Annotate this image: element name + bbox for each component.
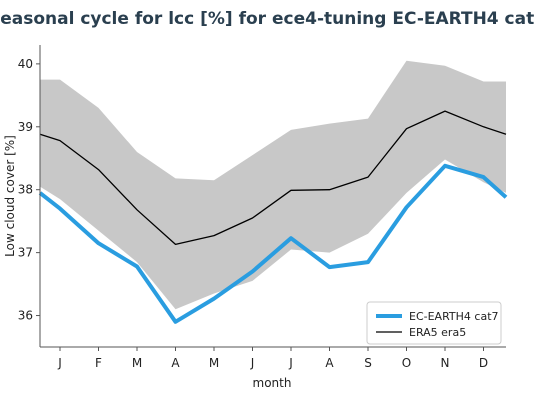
spread-band: [40, 60, 506, 310]
chart-title: Seasonal cycle for lcc [%] for ece4-tuni…: [0, 9, 534, 29]
x-tick-label: A: [325, 356, 334, 370]
y-tick-label: 39: [18, 120, 33, 134]
x-tick-label: A: [171, 356, 180, 370]
plot-area: [38, 60, 508, 324]
y-axis-label: Low cloud cover [%]: [3, 135, 17, 257]
x-tick-label: D: [479, 356, 488, 370]
y-tick-label: 36: [18, 309, 33, 323]
axis-ticks: 36 37 38 39 40 J F M A M J J A S O N D: [18, 57, 488, 370]
y-tick-label: 37: [18, 246, 33, 260]
legend-label-era5: ERA5 era5: [409, 326, 466, 339]
x-tick-label: M: [132, 356, 142, 370]
x-tick-label: J: [250, 356, 255, 370]
x-tick-label: F: [95, 356, 102, 370]
legend: EC-EARTH4 cat7 ERA5 era5: [366, 301, 502, 345]
x-tick-label: S: [364, 356, 372, 370]
series-line-era5: [39, 110, 507, 246]
legend-label-ec-earth4: EC-EARTH4 cat7: [409, 310, 499, 323]
x-tick-label: O: [402, 356, 411, 370]
x-tick-label: M: [209, 356, 219, 370]
x-tick-label: N: [441, 356, 450, 370]
x-axis-label: month: [253, 376, 292, 390]
y-tick-label: 38: [18, 183, 33, 197]
y-tick-label: 40: [18, 57, 33, 71]
legend-box: [366, 301, 502, 345]
series-line-ec-earth4: [38, 163, 508, 324]
x-tick-label: J: [57, 356, 62, 370]
x-tick-label: J: [288, 356, 293, 370]
